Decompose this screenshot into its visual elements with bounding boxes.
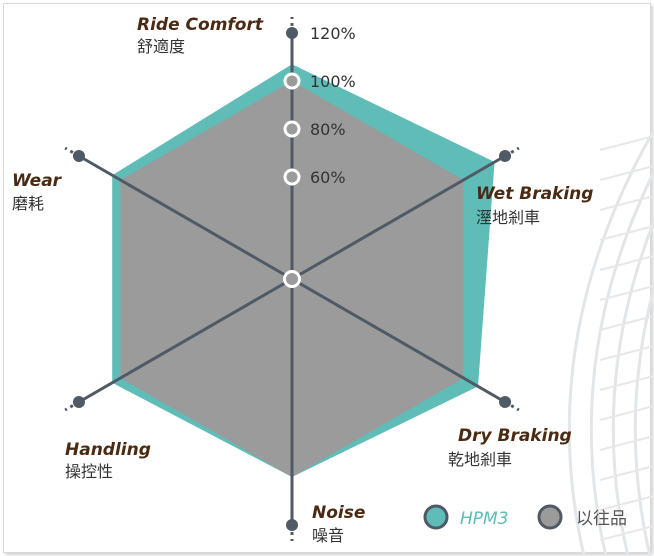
axis-label-en: Ride Comfort: [137, 15, 264, 35]
axis-label-en: Noise: [312, 503, 365, 523]
tread-sipe: [599, 315, 654, 331]
tread-sipe: [599, 375, 654, 391]
legend: HPM3 以往品: [423, 504, 627, 530]
tread-sipe: [599, 465, 654, 481]
axis-end-marker: [499, 396, 512, 408]
tread-sipe: [599, 255, 654, 271]
tick-label: 100%: [310, 72, 356, 91]
axis-labels: Ride Comfort 舒適度 Wet Braking 溼地剎車 Dry Brakin…: [12, 15, 593, 545]
axis-label-zh: 磨耗: [12, 194, 44, 213]
tread-sipe: [599, 135, 654, 151]
axis-end-marker: [499, 150, 512, 162]
tick-label: 60%: [310, 168, 346, 187]
tread-groove: [589, 168, 654, 556]
axis-label-zh: 溼地剎車: [476, 208, 540, 227]
legend-swatch-previous: [537, 504, 563, 530]
tread-sipe: [599, 225, 654, 241]
tread-sipe: [599, 525, 654, 541]
axis-end-marker: [72, 150, 85, 162]
tick-label: 120%: [310, 24, 356, 43]
legend-swatch-hpm3: [423, 504, 449, 530]
axis-label-zh: 噪音: [312, 526, 344, 545]
tick-marker: [283, 168, 301, 186]
tread-sipe: [599, 285, 654, 301]
tread-sipe: [599, 435, 654, 451]
axis-spokes: [64, 17, 520, 541]
axis-label-en: Wet Braking: [476, 184, 593, 204]
tread-groove: [611, 217, 654, 556]
tread-groove: [633, 282, 654, 556]
tick-marker: [283, 72, 301, 90]
series-areas: [112, 64, 495, 477]
tread-sipe: [599, 495, 654, 511]
center-marker: [283, 270, 301, 288]
axis-label-zh: 舒適度: [137, 37, 185, 56]
tread-sipe: [599, 345, 654, 361]
tick-marker: [283, 120, 301, 138]
legend-label-hpm3: HPM3: [460, 509, 509, 529]
axis-end-marker: [72, 396, 85, 408]
tick-label: 80%: [310, 120, 346, 139]
tread-sipe: [599, 165, 654, 181]
axis-label-en: Handling: [65, 440, 151, 460]
axis-ticks: 60% 80% 100% 120%: [283, 24, 356, 187]
legend-label-previous: 以往品: [576, 509, 627, 529]
tire-tread-background: [567, 130, 654, 556]
axis-label-zh: 乾地剎車: [448, 450, 512, 469]
tread-groove: [567, 130, 654, 556]
tread-sipe: [599, 195, 654, 211]
tread-sipe: [599, 405, 654, 421]
axis-label-en: Wear: [12, 171, 63, 191]
axis-label-en: Dry Braking: [458, 426, 572, 446]
axis-end-marker: [286, 519, 298, 531]
axis-label-zh: 操控性: [65, 462, 113, 481]
axis-end-marker: [286, 27, 298, 39]
